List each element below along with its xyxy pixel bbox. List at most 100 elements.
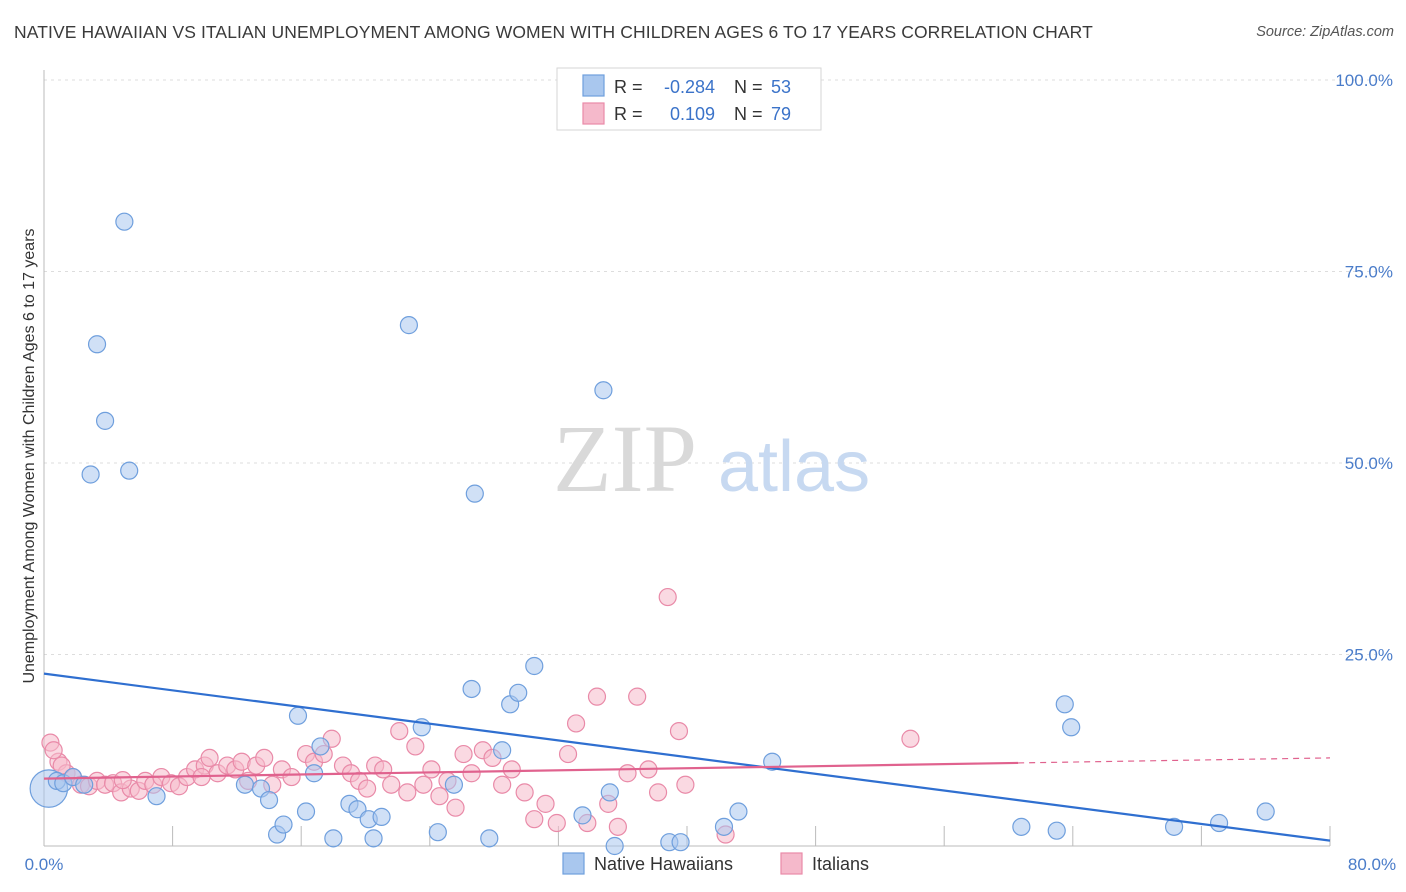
native-hawaiians-point-40: [605, 836, 624, 856]
legend-n-value-0: 53: [771, 77, 791, 97]
italians-trend-line-extension: [1018, 757, 1331, 764]
native-hawaiians-point-48: [1055, 695, 1074, 714]
native-hawaiians-point-35: [525, 656, 544, 676]
italians-point-56: [515, 783, 534, 802]
y-tick-label-25: 25.0%: [1345, 646, 1393, 665]
native-hawaiians-point-46: [1012, 817, 1031, 836]
italians-point-47: [430, 787, 449, 806]
native-hawaiians-point-19: [311, 737, 330, 756]
y-axis-label: Unemployment Among Women with Children A…: [21, 228, 38, 683]
series-legend-swatch-italians: [780, 852, 803, 875]
native-hawaiians-point-31: [480, 829, 499, 848]
native-hawaiians-point-47: [1047, 821, 1066, 840]
legend-r-label-1: R =: [614, 104, 643, 124]
italians-point-49: [446, 798, 465, 817]
native-hawaiians-point-50: [1164, 817, 1184, 836]
series-legend-native-hawaiians: Native Hawaiians: [594, 854, 733, 874]
native-hawaiians-point-26: [399, 316, 419, 335]
italians-point-61: [566, 714, 586, 733]
italians-trend-line: [43, 761, 1019, 780]
native-hawaiians-point-5: [81, 465, 100, 484]
italians-point-75: [44, 741, 63, 760]
watermark-atlas-text: atlas: [718, 427, 870, 507]
native-hawaiians-point-38: [594, 381, 613, 400]
native-hawaiians-point-39: [600, 783, 619, 802]
italians-point-67: [628, 687, 647, 706]
italians-point-46: [422, 760, 441, 779]
italians-point-27: [255, 748, 274, 768]
italians-point-59: [547, 813, 566, 833]
italians-point-58: [536, 794, 555, 813]
legend-r-value-0: -0.284: [664, 77, 715, 97]
italians-point-44: [406, 737, 425, 756]
legend-n-label-0: N =: [734, 77, 763, 97]
native-hawaiians-point-43: [714, 817, 734, 836]
legend-n-label-1: N =: [734, 104, 763, 124]
y-tick-label-100: 100.0%: [1335, 71, 1393, 90]
gridlines: [44, 79, 1380, 655]
italians-point-69: [648, 783, 668, 802]
x-tick-label-max: 80.0%: [1348, 855, 1396, 874]
native-hawaiians-point-42: [671, 833, 690, 852]
native-hawaiians-point-37: [573, 806, 592, 825]
legend-swatch-italians: [582, 102, 605, 125]
native-hawaiians-point-6: [87, 335, 107, 354]
trend-lines: [43, 672, 1331, 842]
native-hawaiians-point-28: [428, 823, 447, 842]
native-hawaiians-trend-line: [43, 672, 1331, 842]
native-hawaiians-point-16: [288, 706, 308, 725]
watermark: ZIP atlas: [553, 405, 870, 512]
legend-r-label-0: R =: [614, 77, 643, 97]
italians-point-70: [658, 587, 677, 607]
native-hawaiians-point-51: [1209, 813, 1229, 833]
italians-point-57: [525, 810, 544, 829]
native-hawaiians-point-15: [274, 815, 293, 834]
native-hawaiians-point-11: [235, 775, 255, 794]
italians-point-40: [374, 760, 393, 779]
x-tick-label-min: 0.0%: [25, 855, 64, 874]
legend-r-value-1: 0.109: [670, 104, 715, 124]
italians-point-42: [390, 721, 409, 741]
native-hawaiians-point-9: [120, 461, 139, 480]
series-legend-swatch-native-hawaiians: [562, 852, 585, 875]
y-tick-label-75: 75.0%: [1345, 263, 1393, 282]
native-hawaiians-point-13: [259, 790, 279, 810]
legend-swatch-native-hawaiians: [582, 74, 605, 97]
native-hawaiians-point-32: [493, 741, 512, 760]
italians-point-77: [113, 771, 132, 790]
series-legend-italians: Italians: [812, 854, 869, 874]
native-hawaiians-point-30: [465, 484, 484, 503]
source-credit: Source: ZipAtlas.com: [1256, 24, 1394, 40]
native-hawaiians-point-49: [1062, 718, 1081, 737]
italians-point-43: [398, 783, 417, 802]
italians-point-51: [462, 764, 481, 783]
y-tick-labels: 25.0% 50.0% 75.0% 100.0%: [1335, 71, 1393, 665]
italians-point-50: [454, 744, 473, 764]
italians-point-54: [493, 775, 512, 794]
italians-point-66: [618, 764, 637, 783]
native-hawaiians-point-4: [75, 775, 94, 794]
italians-point-63: [587, 687, 607, 706]
native-hawaiians-point-44: [729, 802, 748, 821]
native-hawaiians-point-52: [1256, 802, 1275, 821]
native-hawaiians-point-29: [444, 775, 464, 794]
native-hawaiians-point-24: [364, 829, 383, 848]
native-hawaiians-point-36: [462, 679, 481, 699]
chart-title: NATIVE HAWAIIAN VS ITALIAN UNEMPLOYMENT …: [14, 22, 1093, 42]
italians-point-60: [558, 744, 578, 764]
native-hawaiians-point-25: [372, 807, 391, 826]
x-tick-labels: 0.0% 80.0%: [25, 855, 1396, 874]
legend-n-value-1: 79: [771, 104, 791, 124]
native-hawaiians-point-17: [296, 802, 316, 821]
italians-points: [41, 587, 920, 844]
italians-point-72: [676, 775, 695, 794]
native-hawaiians-point-20: [324, 829, 343, 848]
native-hawaiians-points: [29, 212, 1275, 856]
correlation-legend: R = -0.284 N = 53 R = 0.109 N = 79: [556, 67, 822, 131]
italians-point-71: [669, 721, 689, 741]
y-tick-label-50: 50.0%: [1345, 454, 1393, 473]
series-legend: Native Hawaiians Italians: [562, 852, 869, 875]
native-hawaiians-point-8: [115, 212, 134, 231]
native-hawaiians-point-10: [147, 787, 166, 806]
